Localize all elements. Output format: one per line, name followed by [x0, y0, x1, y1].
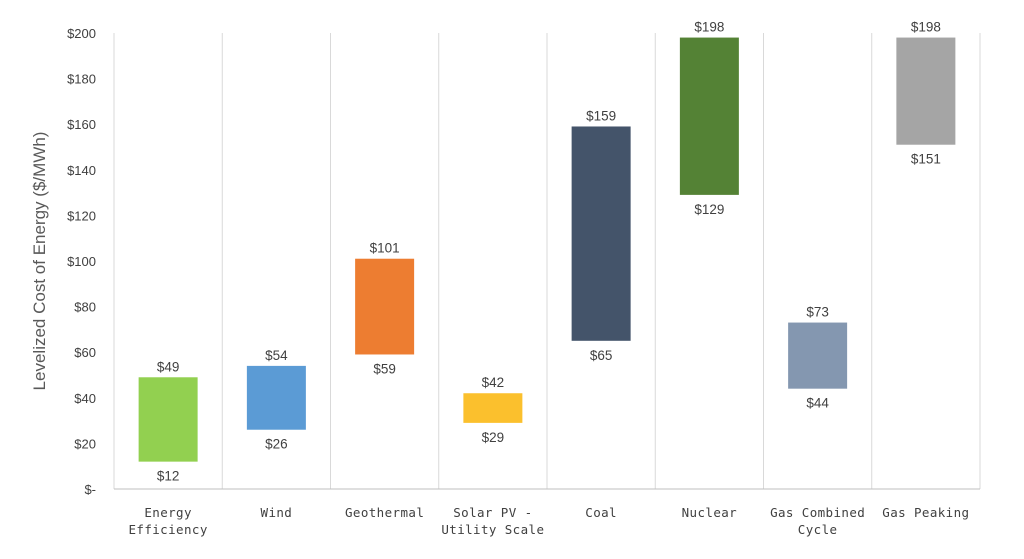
data-labels: $49 $12 $54 $26 $101 $59 $42 $29 $159 $65 $198 $129…: [157, 20, 941, 484]
high-value-label: $198: [911, 20, 941, 35]
low-value-label: $151: [911, 152, 941, 167]
range-bar: [571, 126, 631, 341]
range-bar: [138, 377, 198, 462]
y-tick-label: $80: [74, 300, 96, 315]
range-bar: [679, 37, 739, 195]
y-tick-label: $140: [67, 163, 96, 178]
x-category-label: Energy: [144, 505, 192, 520]
x-category-label: Gas Peaking: [882, 505, 969, 520]
y-tick-label: $60: [74, 345, 96, 360]
low-value-label: $129: [694, 202, 724, 217]
x-category-label: Cycle: [798, 522, 838, 537]
range-bar: [463, 393, 523, 423]
range-bar: [788, 322, 848, 389]
high-value-label: $159: [586, 108, 616, 123]
low-value-label: $12: [157, 469, 180, 484]
category-gridlines: [113, 33, 981, 489]
high-value-label: $42: [482, 375, 505, 390]
y-tick-label: $160: [67, 117, 96, 132]
low-value-label: $65: [590, 348, 613, 363]
high-value-label: $101: [370, 241, 400, 256]
x-category-label: Nuclear: [682, 505, 738, 520]
range-bar: [896, 37, 956, 145]
x-category-label: Gas Combined: [770, 505, 865, 520]
y-axis-label: Levelized Cost of Energy ($/MWh): [30, 132, 49, 391]
x-category-label: Solar PV -: [453, 505, 532, 520]
y-tick-label: $200: [67, 26, 96, 41]
x-category-label: Coal: [585, 505, 617, 520]
x-category-label: Efficiency: [128, 522, 207, 537]
low-value-label: $26: [265, 437, 288, 452]
y-tick-label: $180: [67, 72, 96, 87]
y-tick-label: $40: [74, 391, 96, 406]
axes: $- $20 $40 $60 $80 $100 $120 $140 $160 $180 $200 En…: [67, 26, 980, 537]
y-tick-label: $100: [67, 254, 96, 269]
y-tick-label: $-: [84, 482, 96, 497]
x-category-label: Utility Scale: [441, 522, 544, 537]
high-value-label: $73: [806, 305, 829, 320]
low-value-label: $29: [482, 430, 505, 445]
y-tick-label: $120: [67, 208, 96, 223]
range-bars: [138, 37, 956, 462]
x-category-label: Wind: [261, 505, 293, 520]
high-value-label: $54: [265, 348, 288, 363]
high-value-label: $49: [157, 359, 180, 374]
low-value-label: $59: [373, 361, 396, 376]
range-bar: [355, 258, 415, 355]
low-value-label: $44: [806, 396, 829, 411]
range-bar: [246, 365, 306, 430]
high-value-label: $198: [694, 20, 724, 35]
x-category-label: Geothermal: [345, 505, 424, 520]
y-tick-label: $20: [74, 436, 96, 451]
